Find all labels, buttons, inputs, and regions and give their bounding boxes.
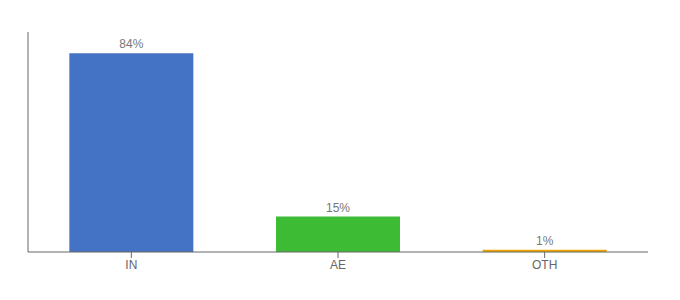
svg-text:84%: 84%	[119, 37, 143, 51]
svg-text:AE: AE	[330, 258, 346, 272]
svg-text:IN: IN	[125, 258, 137, 272]
svg-text:OTH: OTH	[532, 258, 557, 272]
svg-text:15%: 15%	[326, 201, 350, 215]
svg-text:1%: 1%	[536, 234, 554, 248]
